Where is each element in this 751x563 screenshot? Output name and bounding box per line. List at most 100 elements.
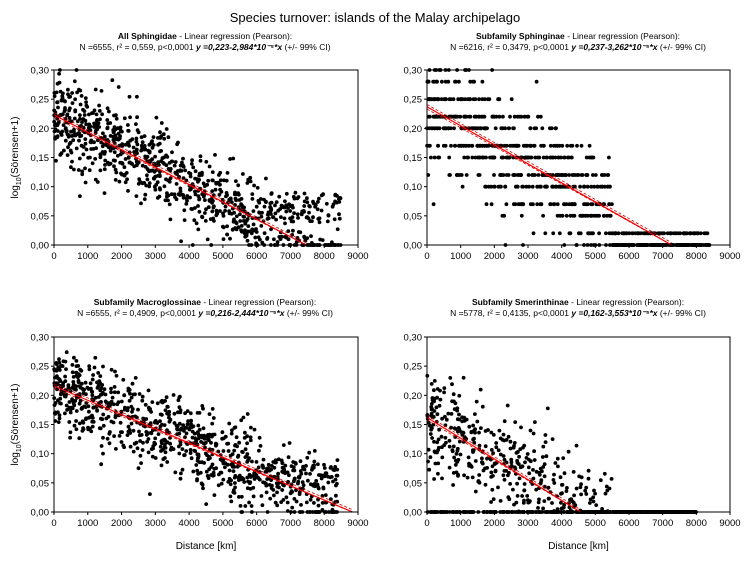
scatter-point bbox=[566, 449, 571, 454]
scatter-point bbox=[55, 100, 60, 105]
scatter-point bbox=[58, 153, 63, 157]
panel-bottom-right: Subfamily Smerinthinae - Linear regressi… bbox=[404, 297, 741, 552]
scatter-point bbox=[579, 492, 583, 497]
scatter-point bbox=[320, 501, 325, 505]
scatter-point bbox=[553, 155, 558, 160]
scatter-point bbox=[115, 153, 120, 158]
scatter-point bbox=[494, 441, 499, 445]
scatter-point bbox=[67, 400, 72, 404]
scatter-point bbox=[116, 137, 121, 142]
scatter-point bbox=[506, 495, 511, 500]
scatter-point bbox=[105, 126, 110, 131]
scatter-point bbox=[489, 202, 494, 207]
scatter-point bbox=[499, 155, 504, 160]
scatter-point bbox=[95, 122, 99, 127]
scatter-point bbox=[58, 378, 62, 383]
scatter-point bbox=[311, 201, 316, 206]
panel-title-bold: Subfamily Sphinginae bbox=[476, 31, 565, 41]
scatter-point bbox=[310, 219, 314, 224]
scatter-point bbox=[178, 193, 182, 197]
scatter-point bbox=[66, 92, 70, 97]
scatter-point bbox=[600, 173, 605, 177]
scatter-point bbox=[131, 145, 136, 150]
scatter-point bbox=[509, 97, 514, 102]
scatter-point bbox=[202, 461, 207, 465]
scatter-point bbox=[98, 426, 103, 431]
scatter-point bbox=[313, 204, 317, 209]
scatter-point bbox=[56, 410, 60, 415]
scatter-point bbox=[75, 119, 80, 124]
scatter-point bbox=[131, 449, 136, 454]
scatter-point bbox=[128, 115, 133, 120]
scatter-point bbox=[189, 162, 194, 166]
scatter-point bbox=[240, 449, 245, 454]
scatter-point bbox=[87, 112, 91, 117]
scatter-point bbox=[80, 172, 85, 177]
scatter-point bbox=[129, 395, 134, 400]
scatter-point bbox=[590, 231, 595, 236]
scatter-point bbox=[251, 222, 256, 227]
scatter-point bbox=[140, 398, 145, 403]
scatter-point bbox=[533, 420, 537, 424]
scatter-point bbox=[88, 381, 93, 386]
scatter-point bbox=[93, 87, 98, 92]
x-tick-label: 1000 bbox=[77, 251, 98, 262]
scatter-point bbox=[541, 444, 546, 449]
panel-stats: N =6555, r² = 0,559, p<0,0001 y =0,223-2… bbox=[79, 42, 330, 52]
scatter-point bbox=[490, 143, 495, 148]
scatter-point bbox=[131, 428, 136, 433]
scatter-point bbox=[214, 442, 219, 447]
scatter-point bbox=[150, 145, 155, 150]
y-tick-label: 0,20 bbox=[404, 391, 423, 402]
scatter-point bbox=[456, 426, 461, 430]
scatter-point bbox=[280, 469, 285, 474]
scatter-point bbox=[267, 483, 272, 487]
panel-title: All Sphingidae - Linear regression (Pear… bbox=[118, 31, 292, 41]
scatter-point bbox=[206, 457, 211, 462]
scatter-point bbox=[456, 97, 461, 102]
scatter-point bbox=[98, 117, 102, 122]
scatter-point bbox=[692, 231, 697, 236]
scatter-point bbox=[511, 487, 515, 492]
scatter-point bbox=[94, 112, 99, 117]
scatter-point bbox=[446, 411, 451, 416]
scatter-point bbox=[308, 472, 312, 476]
x-tick-label: 9000 bbox=[719, 518, 740, 529]
x-tick-label: 5000 bbox=[585, 518, 606, 529]
scatter-point bbox=[505, 155, 510, 160]
scatter-point bbox=[311, 215, 315, 220]
scatter-point bbox=[57, 365, 62, 369]
scatter-point bbox=[443, 435, 448, 440]
scatter-point bbox=[61, 381, 65, 386]
scatter-point bbox=[472, 79, 476, 84]
y-tick-label: 0,25 bbox=[404, 362, 423, 373]
scatter-point bbox=[333, 477, 338, 482]
scatter-point bbox=[140, 394, 145, 399]
ci-label: (+/- 99% CI) bbox=[284, 308, 333, 318]
scatter-point bbox=[332, 217, 337, 222]
scatter-point bbox=[112, 150, 117, 155]
scatter-point bbox=[89, 386, 93, 391]
scatter-point bbox=[477, 473, 482, 477]
scatter-point bbox=[535, 184, 540, 189]
scatter-point bbox=[515, 184, 520, 189]
scatter-point bbox=[565, 155, 570, 160]
x-tick-label: 9000 bbox=[347, 518, 368, 529]
scatter-point bbox=[143, 192, 148, 197]
scatter-point bbox=[117, 434, 122, 438]
scatter-point bbox=[206, 178, 211, 183]
scatter-point bbox=[563, 173, 568, 177]
scatter-point bbox=[58, 89, 63, 94]
scatter-point bbox=[570, 173, 575, 177]
scatter-point bbox=[567, 173, 571, 177]
scatter-point bbox=[446, 126, 451, 131]
scatter-point bbox=[225, 232, 230, 237]
scatter-point bbox=[291, 228, 295, 233]
scatter-point bbox=[604, 484, 609, 489]
scatter-point bbox=[163, 450, 168, 455]
x-tick-label: 5000 bbox=[585, 251, 606, 262]
scatter-point bbox=[68, 435, 72, 440]
x-axis: 0 1000 2000 3000 4000 5000 6000 7000 8000 9000 bbox=[51, 512, 369, 529]
scatter-point bbox=[439, 434, 444, 439]
y-tick-label: 0,10 bbox=[404, 182, 423, 193]
